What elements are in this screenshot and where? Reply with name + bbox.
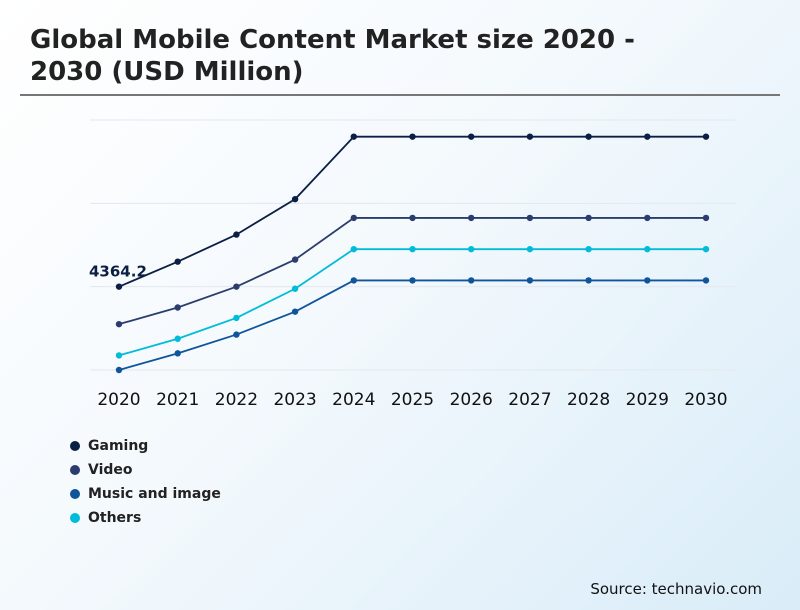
legend-item-others[interactable]: Others — [70, 506, 221, 530]
point-music-and-image-2029 — [644, 277, 651, 284]
point-others-2026 — [468, 245, 475, 253]
point-gaming-2022 — [233, 231, 240, 238]
legend-item-video[interactable]: Video — [70, 458, 221, 482]
source-credit: Source: technavio.com — [590, 580, 762, 598]
point-others-2025 — [409, 245, 416, 253]
point-music-and-image-2030 — [702, 277, 710, 284]
point-gaming-2030 — [702, 133, 710, 140]
title-divider — [20, 94, 780, 96]
legend-swatch-others — [70, 513, 80, 523]
point-music-and-image-2021 — [174, 350, 181, 357]
point-others-2027 — [526, 245, 534, 253]
point-others-2029 — [644, 245, 651, 253]
point-video-2024 — [350, 214, 357, 222]
legend-label-others: Others — [88, 510, 142, 526]
point-video-2027 — [526, 214, 534, 222]
series-line-music-and-image — [118, 279, 706, 371]
point-video-2026 — [468, 214, 475, 222]
legend-swatch-video — [70, 465, 80, 475]
x-tick-label-2029: 2029 — [626, 390, 669, 410]
legend-label-music-and-image: Music and image — [88, 486, 221, 502]
point-gaming-2023 — [291, 195, 299, 203]
point-video-2022 — [233, 283, 240, 290]
point-gaming-2028 — [585, 133, 592, 140]
point-music-and-image-2026 — [468, 277, 475, 284]
x-tick-label-2030: 2030 — [684, 390, 727, 410]
point-others-2022 — [233, 314, 240, 322]
point-others-2023 — [291, 285, 299, 292]
point-gaming-2026 — [468, 133, 475, 140]
point-video-2021 — [174, 304, 181, 311]
point-music-and-image-2028 — [585, 277, 592, 284]
data-label-gaming-2020: 4364.2 — [89, 263, 147, 281]
x-tick-label-2027: 2027 — [508, 390, 551, 410]
point-music-and-image-2023 — [291, 308, 299, 315]
point-music-and-image-2022 — [233, 331, 240, 338]
legend-item-music-and-image[interactable]: Music and image — [70, 482, 221, 506]
x-tick-label-2025: 2025 — [391, 390, 434, 410]
point-video-2025 — [409, 214, 416, 222]
legend-swatch-music-and-image — [70, 489, 80, 499]
series-line-video — [118, 217, 706, 326]
series-line-others — [118, 248, 706, 357]
x-tick-label-2022: 2022 — [215, 390, 258, 410]
x-tick-label-2023: 2023 — [273, 390, 316, 410]
point-others-2020 — [115, 352, 123, 359]
legend-item-gaming[interactable]: Gaming — [70, 434, 221, 458]
point-gaming-2027 — [526, 133, 534, 140]
point-others-2028 — [585, 245, 592, 253]
point-video-2023 — [291, 256, 299, 263]
x-tick-label-2021: 2021 — [156, 390, 199, 410]
point-gaming-2029 — [644, 133, 651, 140]
point-others-2021 — [174, 335, 181, 342]
point-gaming-2021 — [174, 258, 181, 265]
point-music-and-image-2020 — [115, 366, 123, 374]
point-gaming-2020 — [115, 283, 123, 290]
point-gaming-2024 — [350, 133, 357, 140]
point-video-2030 — [702, 214, 710, 222]
point-others-2030 — [702, 245, 710, 253]
point-gaming-2025 — [409, 133, 416, 140]
point-others-2024 — [350, 245, 357, 253]
point-music-and-image-2027 — [526, 277, 534, 284]
x-tick-label-2024: 2024 — [332, 390, 375, 410]
legend-label-gaming: Gaming — [88, 438, 149, 454]
legend: Gaming Video Music and image Others — [70, 434, 221, 530]
x-tick-label-2028: 2028 — [567, 390, 610, 410]
legend-swatch-gaming — [70, 441, 80, 451]
chart-title: Global Mobile Content Market size 2020 -… — [30, 25, 635, 87]
x-tick-label-2026: 2026 — [450, 390, 493, 410]
point-video-2029 — [644, 214, 651, 222]
point-video-2028 — [585, 214, 592, 222]
point-music-and-image-2024 — [350, 277, 357, 284]
point-video-2020 — [115, 320, 123, 328]
point-music-and-image-2025 — [409, 277, 416, 284]
legend-label-video: Video — [88, 462, 133, 478]
series-line-gaming — [118, 135, 706, 288]
x-tick-label-2020: 2020 — [97, 390, 140, 410]
